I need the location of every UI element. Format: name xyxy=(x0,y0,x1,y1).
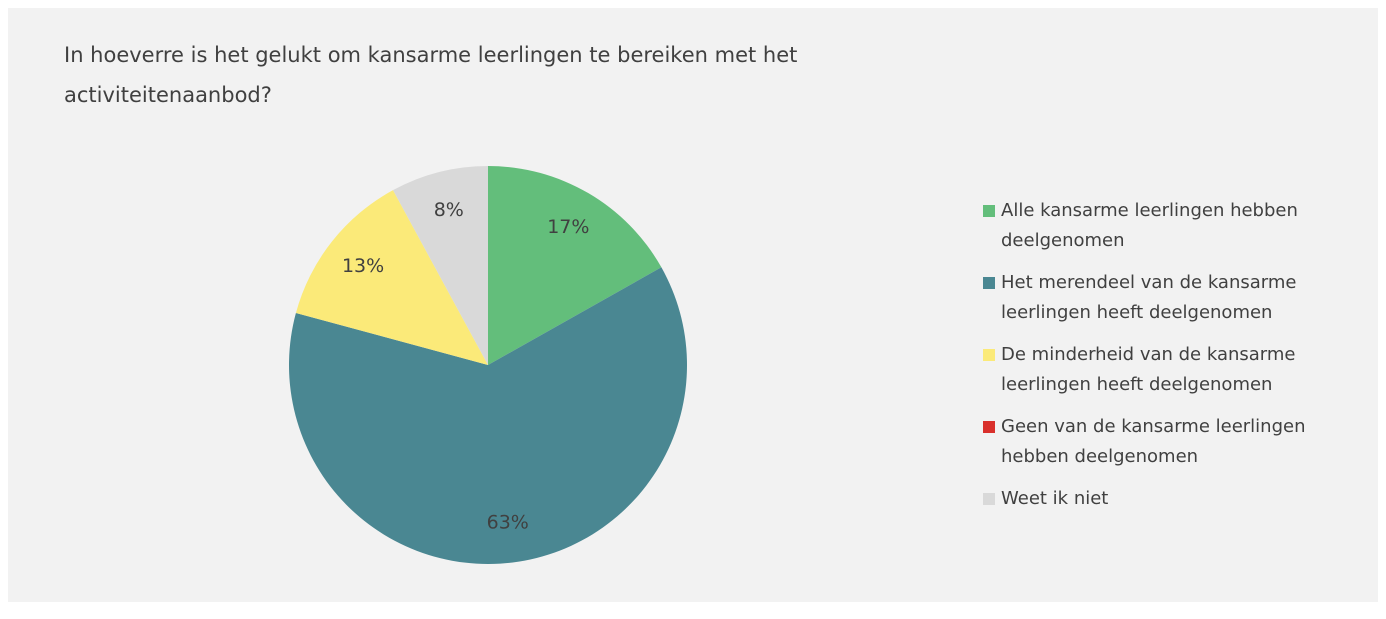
legend-swatch xyxy=(983,277,995,289)
pie-slice xyxy=(488,166,662,365)
data-label: 8% xyxy=(434,199,464,221)
legend-swatch xyxy=(983,421,995,433)
legend-label: Geen van de kansarme leerlingen hebben d… xyxy=(1001,416,1306,467)
legend-swatch xyxy=(983,205,995,217)
pie-slice xyxy=(393,166,488,365)
data-label: 63% xyxy=(487,511,529,533)
legend-label: Het merendeel van de kansarme leerlingen… xyxy=(1001,272,1297,323)
data-label: 13% xyxy=(342,255,384,277)
chart-title: In hoeverre is het gelukt om kansarme le… xyxy=(64,43,798,107)
legend-entry: De minderheid van de kansarme leerlingen… xyxy=(983,340,1371,400)
legend-label: Alle kansarme leerlingen hebben deelgeno… xyxy=(1001,200,1298,251)
pie-chart: 17% 63% 13% 8% xyxy=(289,166,687,565)
data-label: 17% xyxy=(547,216,589,238)
pie-slice xyxy=(289,267,687,565)
legend-swatch xyxy=(983,493,995,505)
legend-entry: Het merendeel van de kansarme leerlingen… xyxy=(983,268,1371,328)
legend-label: De minderheid van de kansarme leerlingen… xyxy=(1001,344,1296,395)
pie-slice xyxy=(295,190,488,365)
legend-entry: Geen van de kansarme leerlingen hebben d… xyxy=(983,412,1371,472)
legend-entry: Weet ik niet xyxy=(983,484,1371,514)
legend-label: Weet ik niet xyxy=(1001,488,1109,509)
legend-entry: Alle kansarme leerlingen hebben deelgeno… xyxy=(983,196,1371,256)
legend: Alle kansarme leerlingen hebben deelgeno… xyxy=(983,196,1383,526)
chart-panel: In hoeverre is het gelukt om kansarme le… xyxy=(8,8,1378,602)
legend-swatch xyxy=(983,349,995,361)
